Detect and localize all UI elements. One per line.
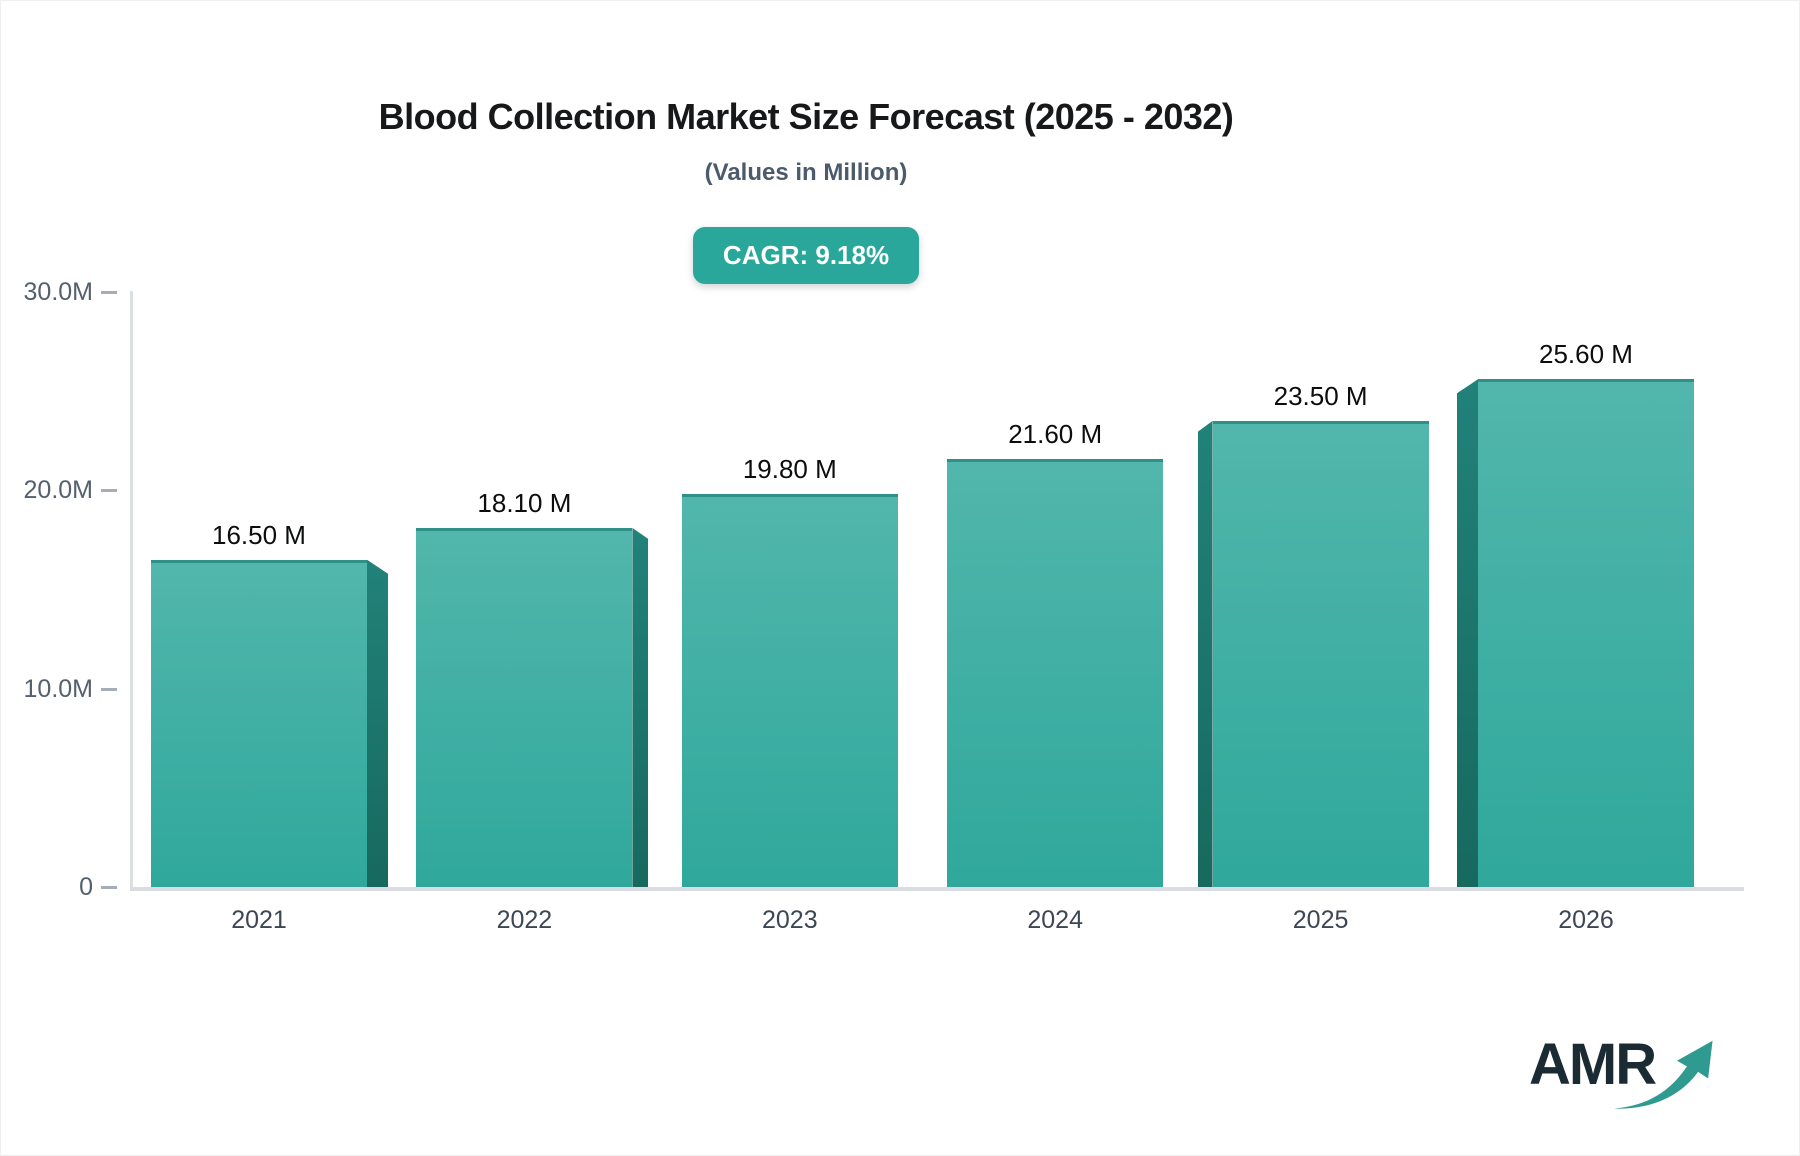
bar-2022[interactable] — [416, 528, 633, 887]
amr-logo: AMR — [1529, 1031, 1729, 1121]
bar-2026[interactable] — [1478, 379, 1694, 887]
y-axis-tick-label: 30.0M — [23, 278, 93, 306]
y-axis-tick-label: 10.0M — [23, 674, 93, 703]
bar-2021[interactable] — [151, 559, 367, 887]
cagr-badge-row: CAGR: 9.18% — [1, 227, 1611, 284]
chart-title: Blood Collection Market Size Forecast (2… — [378, 96, 1234, 137]
y-axis-line — [130, 291, 133, 891]
cagr-badge: CAGR: 9.18% — [692, 227, 920, 284]
bar-side-face-2026 — [1457, 379, 1478, 887]
chart-subtitle: (Values in Million) — [704, 159, 908, 186]
y-axis-tick-mark — [101, 489, 117, 493]
x-axis-label-2024: 2024 — [1027, 906, 1083, 934]
growth-arrow-icon — [1613, 1040, 1713, 1109]
bar-side-face-2021 — [367, 559, 388, 887]
bar-2025[interactable] — [1212, 420, 1429, 887]
bar-value-label-2024: 21.60 M — [1008, 418, 1103, 449]
bar-2023[interactable] — [681, 494, 898, 887]
y-axis-tick-mark — [101, 886, 117, 889]
bar-2024[interactable] — [947, 458, 1164, 887]
bar-value-label-2022: 18.10 M — [477, 488, 572, 519]
x-axis-label-2021: 2021 — [231, 906, 287, 934]
bar-side-face-2025 — [1197, 420, 1213, 887]
amr-logo-text: AMR — [1529, 1032, 1657, 1097]
x-axis-label-2026: 2026 — [1558, 906, 1614, 934]
x-axis-label-2025: 2025 — [1292, 906, 1349, 934]
x-axis-label-2023: 2023 — [761, 906, 818, 934]
bar-side-face-2022 — [632, 528, 649, 887]
x-axis-label-2022: 2022 — [496, 906, 553, 934]
bar-value-label-2023: 19.80 M — [742, 454, 837, 485]
x-axis-line — [130, 887, 1744, 891]
y-axis-tick-mark — [101, 291, 117, 294]
bar-value-label-2021: 16.50 M — [212, 519, 306, 550]
y-axis-tick-label: 0 — [79, 873, 93, 901]
y-axis-tick-mark — [101, 687, 117, 691]
bar-value-label-2025: 23.50 M — [1273, 380, 1368, 411]
y-axis-tick-label: 20.0M — [23, 476, 93, 505]
bar-value-label-2026: 25.60 M — [1539, 339, 1633, 370]
